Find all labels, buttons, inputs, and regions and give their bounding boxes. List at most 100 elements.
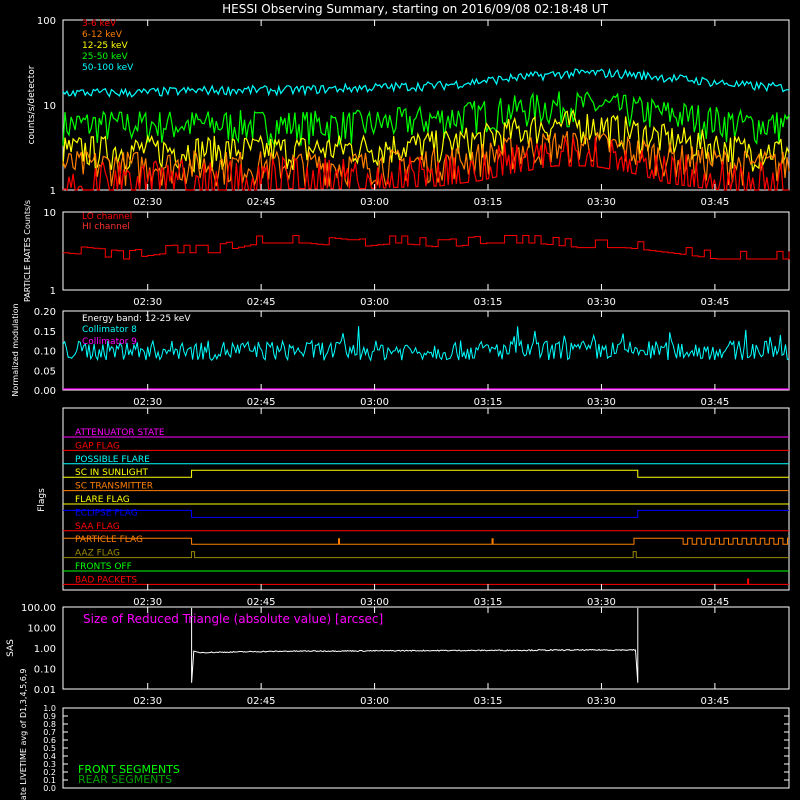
y-tick-label: 0.1 <box>43 776 56 785</box>
x-tick-label: 02:45 <box>247 297 276 308</box>
x-tick-label: 03:30 <box>587 696 616 707</box>
particle-rate-ylabel: PARTICLE RATES Counts/s <box>23 200 32 302</box>
flag-line <box>63 537 789 545</box>
modulation-xticks: 02:30 02:45 03:00 03:15 03:30 03:45 <box>133 311 729 408</box>
flag-label: SC TRANSMITTER <box>75 482 153 492</box>
flag-label: POSSIBLE FLARE <box>75 455 150 465</box>
y-tick-label: 0.4 <box>43 752 56 761</box>
x-tick-label: 03:00 <box>360 397 389 408</box>
modulation-axes <box>62 310 790 391</box>
flags-axes <box>62 407 790 591</box>
x-tick-label: 03:00 <box>360 297 389 308</box>
x-tick-label: 02:45 <box>247 397 276 408</box>
count-rate-line-12-25-kev <box>62 108 790 174</box>
particle-rate-ytick-1: 1 <box>50 286 56 297</box>
count-rate-xticks: 02:30 02:45 03:00 03:15 03:30 03:45 <box>133 20 729 208</box>
x-tick-label: 03:30 <box>587 597 616 608</box>
flags-rows: ATTENUATOR STATE GAP FLAG POSSIBLE FLARE SC… <box>63 428 789 585</box>
y-tick-label: 0.20 <box>34 307 56 318</box>
legend-50-100-kev: 50-100 keV <box>82 63 134 73</box>
particle-rate-xticks: 02:30 02:45 03:00 03:15 03:30 03:45 <box>133 212 729 308</box>
count-rate-panel: counts/s/detector 1 10 100 3-6 keV 6-12 … <box>27 16 790 208</box>
y-tick-label: 0.2 <box>43 768 56 777</box>
y-tick-label: 0.5 <box>43 744 56 753</box>
y-tick-label: 0.15 <box>34 327 56 338</box>
x-tick-label: 03:15 <box>474 597 503 608</box>
particle-rate-panel: PARTICLE RATES Counts/s 1 10 LO channel … <box>23 200 790 308</box>
livetime-panel: Mon. Rate LIVETIME avg of D1,3,4,5,6,9 0… <box>19 669 790 800</box>
flag-label: PARTICLE FLAG <box>75 535 143 545</box>
y-tick-label: 1.0 <box>43 704 56 713</box>
particle-rate-line <box>63 235 790 260</box>
legend-collimator-8: Collimator 8 <box>82 325 137 335</box>
sas-series <box>191 607 639 683</box>
modulation-series <box>62 326 790 390</box>
flag-label: FLARE FLAG <box>75 495 130 505</box>
x-tick-label: 02:30 <box>133 597 162 608</box>
x-tick-label: 03:45 <box>700 297 729 308</box>
count-rate-line-3-6-kev <box>62 136 789 192</box>
count-rate-ylabel: counts/s/detector <box>27 65 37 144</box>
flag-line <box>63 469 789 478</box>
chart-title: HESSI Observing Summary, starting on 201… <box>222 2 608 16</box>
y-tick-label: 0.3 <box>43 760 56 769</box>
x-tick-label: 03:30 <box>587 297 616 308</box>
flag-label: ECLIPSE FLAG <box>75 508 138 518</box>
count-rate-ytick-1: 1 <box>50 186 56 197</box>
flag-line <box>63 509 789 518</box>
x-tick-label: 03:30 <box>587 397 616 408</box>
collimator-8-line <box>62 326 790 362</box>
sas-panel: SAS 0.01 0.10 1.00 10.00 100.00 Size of Redu… <box>6 603 790 707</box>
y-tick-label: 0.05 <box>34 366 56 377</box>
x-tick-label: 03:15 <box>474 197 503 208</box>
y-tick-label: 0.10 <box>34 347 56 358</box>
count-rate-axes <box>62 19 790 191</box>
x-tick-label: 03:00 <box>360 696 389 707</box>
livetime-yticks: 0.00.10.20.30.40.50.60.70.80.91.0 <box>43 704 789 793</box>
y-tick-label: 0.7 <box>43 728 56 737</box>
count-rate-ytick-100: 100 <box>37 16 56 27</box>
sas-axes <box>62 606 790 690</box>
legend-3-6-kev: 3-6 keV <box>82 19 117 29</box>
legend-front-segments: FRONT SEGMENTS <box>78 763 180 776</box>
x-tick-label: 03:45 <box>700 597 729 608</box>
y-tick-label: 0.9 <box>43 712 56 721</box>
legend-hi-channel: HI channel <box>82 222 130 232</box>
x-tick-label: 03:15 <box>474 397 503 408</box>
y-tick-label: 0.01 <box>34 685 56 696</box>
flag-line <box>63 551 789 559</box>
sas-ylabel: SAS <box>6 639 16 657</box>
x-tick-label: 02:30 <box>133 397 162 408</box>
y-tick-label: 10.00 <box>27 624 56 635</box>
sas-xticks: 02:30 02:45 03:00 03:15 03:30 03:45 <box>133 607 729 707</box>
flag-label: ATTENUATOR STATE <box>75 428 165 438</box>
legend-rear-segments: REAR SEGMENTS <box>78 773 172 786</box>
x-tick-label: 03:15 <box>474 696 503 707</box>
legend-12-25-kev: 12-25 keV <box>82 41 128 51</box>
flags-panel: Flags ATTENUATOR STATE GAP FLAG POSSIBLE F… <box>37 407 790 608</box>
sas-line <box>191 607 639 683</box>
sas-yticks: 0.01 0.10 1.00 10.00 100.00 <box>21 603 56 696</box>
y-tick-label: 1.00 <box>34 644 56 655</box>
flag-label: SAA FLAG <box>75 522 120 532</box>
modulation-panel: Normalized modulation 0.000.050.100.150.… <box>11 303 790 408</box>
count-rate-line-50-100-kev <box>62 67 789 98</box>
x-tick-label: 02:45 <box>247 696 276 707</box>
legend-collimator-9: Collimator 9 <box>82 337 137 347</box>
legend-25-50-kev: 25-50 keV <box>82 52 128 62</box>
flags-xticks: 02:30 02:45 03:00 03:15 03:30 03:45 <box>133 408 729 608</box>
x-tick-label: 03:45 <box>700 696 729 707</box>
particle-rate-series <box>63 235 790 260</box>
flag-label: GAP FLAG <box>75 441 120 451</box>
x-tick-label: 03:15 <box>474 297 503 308</box>
y-tick-label: 0.0 <box>43 784 56 793</box>
modulation-ylabel: Normalized modulation <box>11 303 20 396</box>
particle-rate-ytick-10: 10 <box>43 208 56 219</box>
x-tick-label: 03:30 <box>587 197 616 208</box>
flag-label: SC IN SUNLIGHT <box>75 468 149 478</box>
sas-annotation: Size of Reduced Triangle (absolute value… <box>83 612 383 626</box>
particle-rate-axes <box>62 211 790 291</box>
x-tick-label: 03:00 <box>360 597 389 608</box>
modulation-energy-band: Energy band: 12-25 keV <box>82 314 191 324</box>
